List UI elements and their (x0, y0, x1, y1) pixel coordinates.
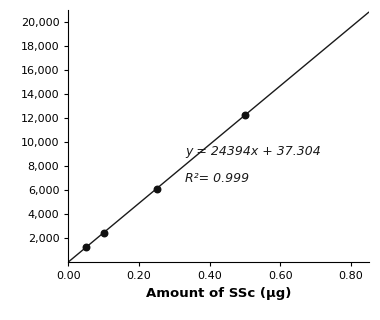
Point (154, 186, 160, 191)
Text: y = 24394x + 37.304: y = 24394x + 37.304 (185, 145, 321, 158)
Text: R²= 0.999: R²= 0.999 (185, 172, 249, 185)
X-axis label: Amount of SSc (μg): Amount of SSc (μg) (146, 287, 291, 300)
Point (242, 113, 248, 118)
Point (101, 230, 107, 235)
Point (83, 245, 89, 250)
